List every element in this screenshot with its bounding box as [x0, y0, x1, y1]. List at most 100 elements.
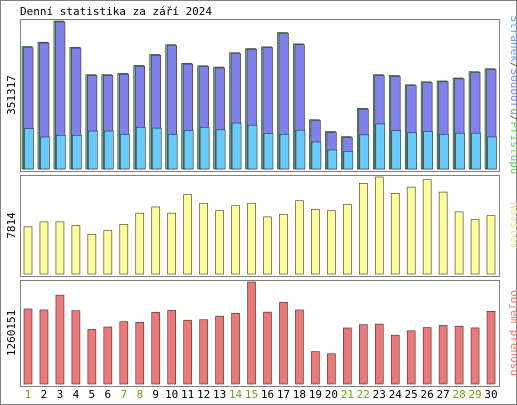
bar-visits-day-12: [199, 202, 208, 275]
bar-visits-day-15: [247, 202, 256, 275]
bar-volume-day-14: [231, 312, 240, 385]
x-tick-label: 15: [245, 388, 258, 401]
bar-volume-day-19: [311, 351, 320, 385]
x-tick-label: 1: [25, 388, 32, 401]
bar-visits-day-4: [71, 225, 81, 275]
series-legend-label: Návštěv: [508, 202, 517, 249]
x-tick-label: 22: [357, 388, 370, 401]
bar-volume-day-1: [23, 308, 33, 385]
bar-pages-day-8: [135, 126, 146, 170]
bar-pages-day-20: [327, 149, 338, 170]
bar-pages-day-27: [439, 134, 449, 170]
bar-visits-day-27: [438, 191, 448, 275]
series-legend-label: Stránek/Souborů/Přístupů: [508, 16, 517, 175]
panel-2: 7814 Návštěv: [5, 175, 517, 277]
legend-part: Přístupů: [508, 121, 517, 174]
x-tick-label: 11: [181, 388, 194, 401]
x-tick-label: 20: [325, 388, 338, 401]
bar-volume-day-17: [279, 302, 288, 385]
bar-visits-day-8: [135, 212, 145, 275]
bar-visits-day-16: [263, 216, 272, 275]
bar-pages-day-14: [231, 122, 242, 170]
bar-visits-day-22: [358, 183, 368, 275]
panel-frame: [20, 280, 500, 387]
bar-visits-day-28: [454, 211, 464, 275]
bar-pages-day-16: [263, 133, 274, 170]
bar-volume-day-21: [343, 327, 352, 385]
bar-volume-day-23: [374, 323, 384, 385]
bar-pages-day-29: [471, 132, 481, 170]
bar-visits-day-7: [119, 224, 129, 275]
bar-volume-day-7: [119, 321, 129, 385]
y-max-label: 7814: [5, 212, 18, 239]
x-axis-day-labels: 1 2 3 4 5 6 7 8 9 10 11 12 13 14 15 16 17 18 19 20 21 22 23 24 2…: [25, 388, 498, 401]
bar-pages-day-24: [391, 130, 402, 170]
x-tick-label: 25: [405, 388, 418, 401]
bar-visits-day-21: [343, 204, 352, 275]
bar-visits-day-24: [390, 193, 400, 275]
bar-visits-day-3: [55, 221, 65, 275]
bar-visits-day-1: [23, 226, 33, 275]
bar-visits-day-5: [87, 233, 97, 275]
x-tick-label: 28: [452, 388, 465, 401]
legend-part: /: [508, 62, 517, 69]
x-tick-label: 24: [389, 388, 403, 401]
legend-part: Souborů: [508, 69, 517, 115]
bar-volume-day-4: [71, 310, 81, 385]
bar-volume-day-10: [167, 310, 176, 385]
bar-pages-day-5: [88, 130, 98, 170]
bar-volume-day-2: [39, 309, 49, 385]
bar-pages-day-25: [407, 132, 418, 170]
bar-visits-day-23: [374, 176, 384, 275]
x-tick-label: 26: [421, 388, 434, 401]
bar-volume-day-22: [358, 324, 368, 385]
bar-volume-day-24: [390, 334, 400, 385]
x-tick-label: 18: [293, 388, 306, 401]
bar-volume-day-5: [87, 329, 97, 385]
bar-pages-day-4: [72, 134, 82, 170]
bar-pages-day-13: [215, 129, 226, 170]
bar-pages-day-17: [279, 134, 290, 170]
bar-volume-day-25: [406, 330, 416, 385]
bar-visits-day-29: [470, 219, 480, 275]
x-tick-label: 21: [341, 388, 354, 401]
bar-visits-day-9: [151, 206, 161, 275]
bar-volume-day-15: [247, 281, 256, 385]
bar-visits-day-20: [327, 210, 336, 275]
bar-visits-day-19: [311, 209, 320, 275]
bar-visits-day-13: [215, 210, 224, 275]
bar-volume-day-12: [199, 319, 208, 385]
bar-visits-day-6: [103, 230, 113, 275]
bar-volume-day-8: [135, 322, 145, 385]
x-tick-label: 7: [120, 388, 127, 401]
panel-frame: [20, 19, 500, 172]
bar-pages-day-10: [167, 134, 178, 170]
x-tick-label: 16: [261, 388, 274, 401]
bar-pages-day-21: [343, 151, 354, 170]
bar-pages-day-12: [199, 126, 210, 170]
x-tick-label: 3: [57, 388, 64, 401]
x-tick-label: 4: [73, 388, 80, 401]
bar-volume-day-30: [486, 311, 496, 385]
bar-visits-day-14: [231, 205, 240, 275]
x-tick-label: 8: [136, 388, 143, 401]
x-tick-label: 27: [436, 388, 449, 401]
bar-pages-day-30: [487, 136, 497, 170]
bar-volume-day-3: [55, 294, 65, 385]
x-tick-label: 23: [373, 388, 386, 401]
bar-pages-day-9: [151, 127, 162, 170]
bar-pages-day-2: [40, 136, 50, 170]
x-tick-label: 29: [468, 388, 481, 401]
bar-volume-day-26: [422, 327, 432, 385]
bar-visits-day-25: [406, 186, 416, 275]
bar-pages-day-1: [24, 128, 34, 170]
bar-pages-day-11: [183, 130, 194, 170]
bar-visits-day-11: [183, 194, 192, 275]
bar-volume-day-13: [215, 315, 224, 385]
bar-volume-day-27: [438, 325, 448, 385]
panel-3: 1260151 Objem přenosu: [5, 280, 517, 387]
x-tick-label: 13: [213, 388, 226, 401]
bar-volume-day-16: [263, 311, 272, 385]
